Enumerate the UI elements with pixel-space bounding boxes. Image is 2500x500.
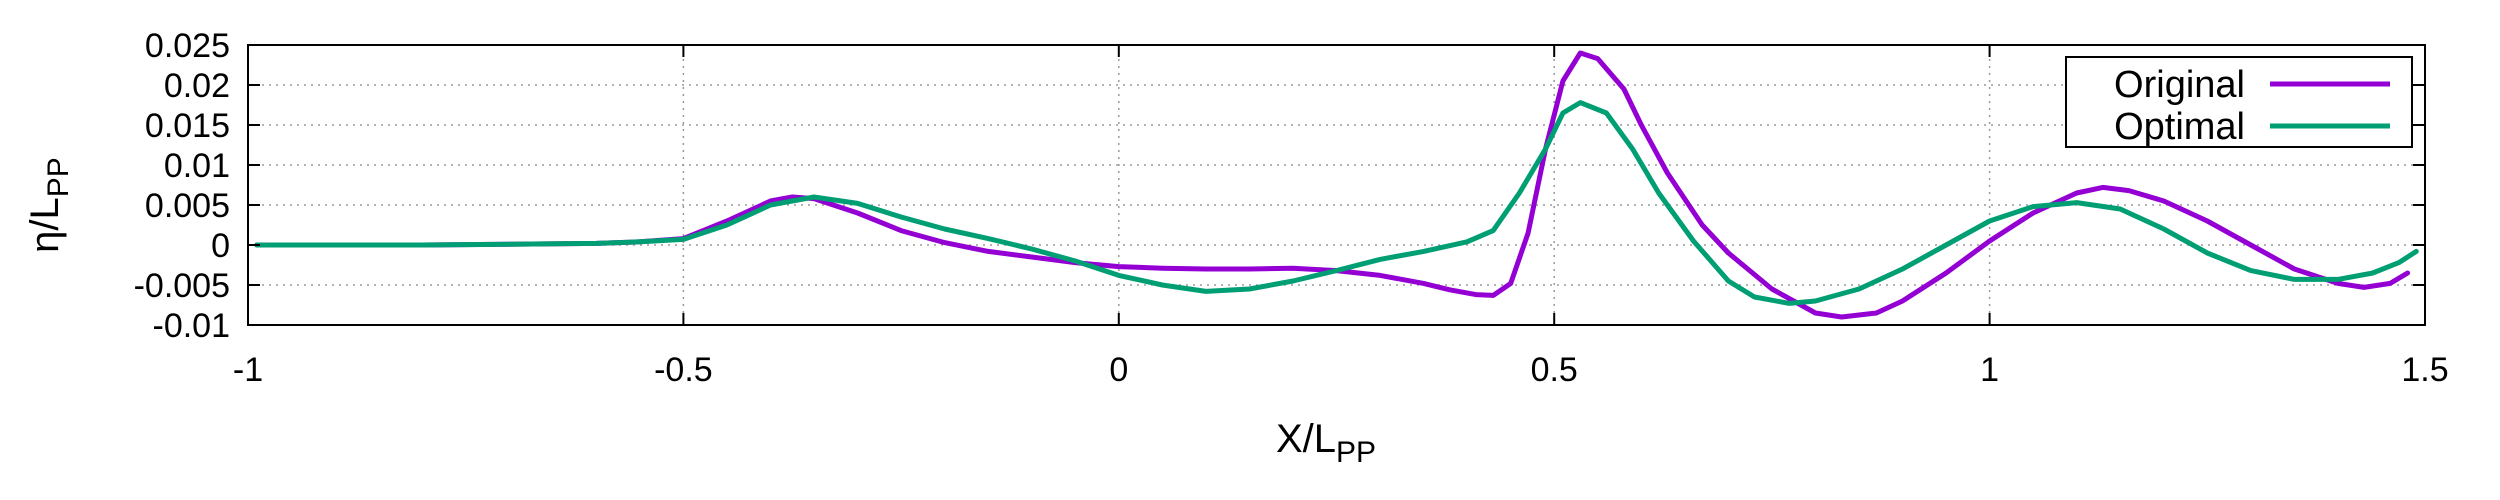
y-tick-label: 0 — [211, 227, 230, 265]
y-tick-label: 0.005 — [145, 187, 230, 225]
x-tick-label: 1.5 — [2401, 351, 2448, 389]
series-line-original — [254, 50, 2411, 320]
y-axis-title-subscript: PP — [42, 157, 75, 197]
series-line-optimal — [254, 100, 2419, 306]
x-tick-label: 1 — [1980, 351, 1999, 389]
y-tick-label: -0.005 — [134, 267, 230, 305]
x-tick-label: 0.5 — [1531, 351, 1578, 389]
plot-area-frame — [247, 44, 2426, 326]
y-axis-title-main: η/L — [23, 197, 67, 253]
legend-box — [2065, 56, 2413, 148]
y-tick-label: -0.01 — [153, 307, 231, 345]
legend: Original Optimal — [2065, 56, 2413, 148]
x-tick-labels: -1 -0.5 0 0.5 1 1.5 — [233, 351, 2449, 389]
y-tick-label: 0.01 — [164, 147, 230, 185]
x-axis-title-subscript: PP — [1336, 436, 1376, 469]
x-axis-title-main: X/L — [1276, 417, 1336, 461]
x-tick-label: 0 — [1109, 351, 1128, 389]
legend-label-optimal: Optimal — [2114, 106, 2245, 148]
legend-label-original: Original — [2114, 64, 2245, 106]
x-axis-title: X/LPP — [1276, 417, 1376, 469]
x-tick-label: -0.5 — [654, 351, 713, 389]
series-lines — [254, 50, 2419, 320]
y-tick-label: 0.025 — [145, 27, 230, 65]
axis-ticks — [247, 44, 2426, 326]
x-tick-label: -1 — [233, 351, 263, 389]
y-tick-label: 0.02 — [164, 67, 230, 105]
y-tick-label: 0.015 — [145, 107, 230, 145]
y-axis-title: η/LPP — [23, 157, 75, 253]
